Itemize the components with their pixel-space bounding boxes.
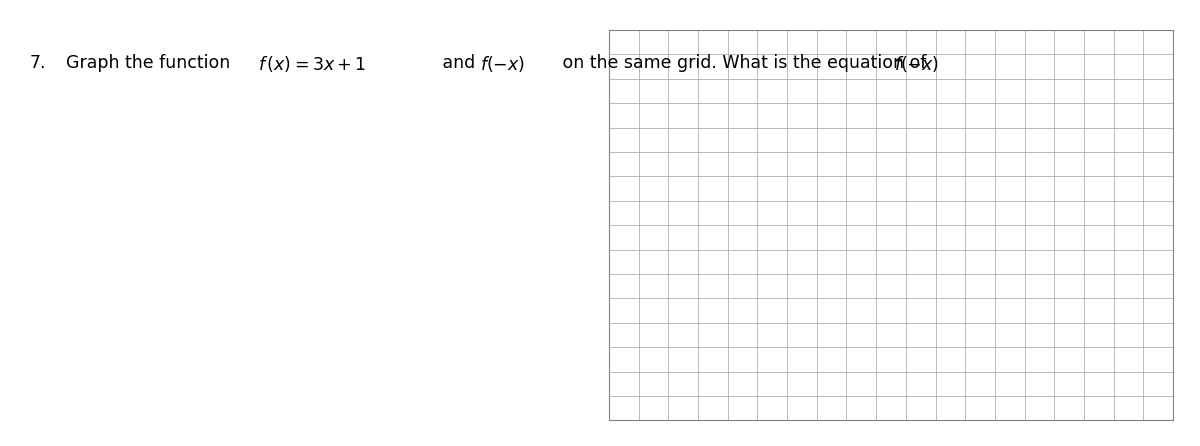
Text: $f(-x)$: $f(-x)$ [480,54,526,74]
Text: $f\,(x) = 3x + 1$: $f\,(x) = 3x + 1$ [258,54,366,74]
Text: Graph the function: Graph the function [66,54,235,71]
Text: 7.: 7. [30,54,47,71]
Text: on the same grid. What is the equation of: on the same grid. What is the equation o… [546,54,937,71]
Text: and: and [426,54,486,71]
Text: $f(-x)$: $f(-x)$ [894,54,940,74]
